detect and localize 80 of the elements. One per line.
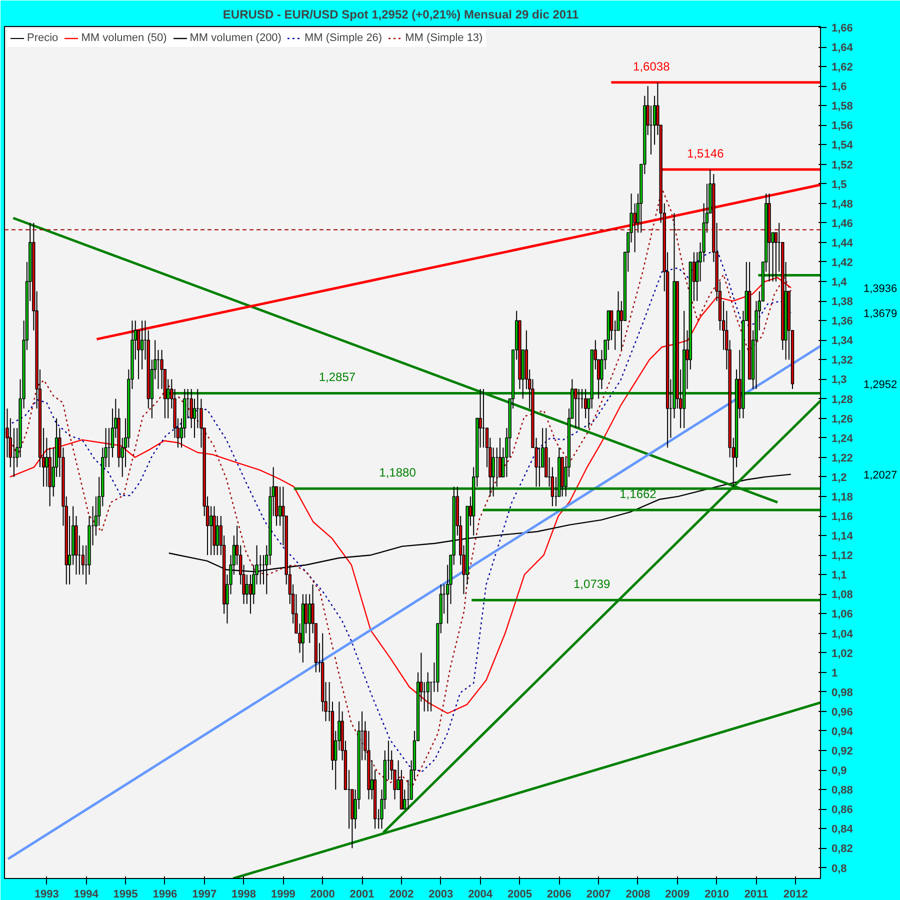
- y-tick-label: 1,26: [832, 413, 853, 426]
- legend-label: MM (Simple 26): [304, 32, 382, 44]
- y-tick-label: 1,16: [832, 511, 853, 524]
- x-tick-label: 2003: [428, 888, 454, 900]
- y-tick-label: 1,62: [832, 62, 853, 74]
- x-tick-label: 2006: [546, 888, 572, 900]
- x-tick-label: 1999: [270, 888, 296, 900]
- x-tick-label: 2008: [626, 888, 650, 900]
- y-tick-label: 1,5: [832, 178, 847, 191]
- y-tick-label: 1,66: [832, 22, 853, 34]
- legend-label: MM (Simple 13): [405, 32, 483, 44]
- text: 1,2952: [864, 378, 898, 391]
- x-tick-label: 2001: [350, 888, 374, 900]
- x-tick-label: 1993: [34, 888, 59, 900]
- x-tick-label: 2011: [744, 888, 768, 900]
- y-tick-label: 1,46: [832, 218, 853, 230]
- annotation: 1,0739: [574, 577, 611, 592]
- y-tick-label: 1,18: [832, 491, 853, 504]
- y-tick-label: 1,34: [832, 335, 854, 348]
- annotation: 1,1662: [620, 486, 657, 501]
- x-tick-label: 2010: [704, 888, 730, 900]
- y-tick-label: 1,06: [832, 608, 853, 621]
- y-tick-label: 1,48: [832, 198, 853, 210]
- x-tick-label: 2007: [586, 888, 611, 900]
- x-tick-label: 2002: [389, 888, 414, 900]
- y-tick-label: 0,82: [832, 843, 853, 856]
- y-tick-label: 1,42: [832, 256, 853, 269]
- x-tick-label: 2004: [468, 888, 494, 900]
- y-tick-label: 1,14: [832, 530, 854, 543]
- y-tick-label: 0,86: [832, 804, 853, 816]
- x-tick-label: 2000: [310, 888, 335, 900]
- y-tick-label: 0,8: [832, 862, 847, 875]
- y-tick-label: 1,58: [832, 100, 853, 113]
- annotation: 1,2857: [318, 370, 356, 384]
- y-tick-label: 1,12: [832, 550, 853, 562]
- y-tick-label: 1,52: [832, 159, 853, 172]
- y-tick-label: 0,84: [832, 824, 854, 836]
- text: 1,3679: [864, 308, 898, 320]
- text: 1,3936: [864, 282, 898, 295]
- y-tick-label: 1,28: [832, 394, 853, 406]
- y-tick-label: 1: [832, 667, 838, 680]
- y-tick-label: 1,6: [832, 81, 847, 94]
- y-tick-label: 0,88: [832, 784, 853, 797]
- annotation: 1,1880: [379, 466, 416, 480]
- y-tick-label: 0,92: [832, 746, 853, 758]
- y-tick-label: 1,3: [832, 374, 847, 386]
- y-tick-label: 1,54: [832, 140, 854, 152]
- y-tick-label: 1,1: [832, 570, 847, 582]
- annotation: 1,6038: [633, 59, 670, 74]
- x-tick-label: 1998: [232, 888, 256, 900]
- legend-label: Precio: [27, 32, 58, 44]
- legend-label: MM volumen (200): [190, 32, 282, 44]
- y-tick-label: 1,32: [832, 354, 853, 367]
- x-tick-label: 2009: [665, 888, 690, 900]
- y-tick-label: 0,94: [832, 726, 854, 738]
- x-tick-label: 1994: [74, 888, 100, 900]
- x-tick-label: 1995: [113, 888, 138, 900]
- x-tick-label: 1997: [192, 888, 217, 900]
- y-tick-label: 1,2: [832, 472, 847, 484]
- y-tick-label: 0,98: [832, 686, 853, 699]
- y-tick-label: 1,4: [832, 276, 848, 289]
- x-tick-label: 2012: [783, 888, 808, 900]
- x-tick-label: 1996: [152, 888, 178, 900]
- annotation: 1,5146: [687, 146, 724, 161]
- y-tick-label: 1,22: [832, 452, 853, 464]
- y-tick-label: 0,9: [832, 765, 847, 778]
- y-tick-label: 1,02: [832, 648, 853, 660]
- y-tick-label: 1,56: [832, 120, 853, 132]
- y-tick-label: 1,64: [832, 42, 854, 54]
- x-tick-label: 2005: [507, 888, 532, 900]
- y-tick-label: 1,04: [832, 628, 854, 640]
- y-tick-label: 1,44: [832, 237, 854, 250]
- y-tick-label: 1,24: [832, 432, 854, 445]
- y-tick-label: 1,38: [832, 296, 853, 308]
- y-tick-label: 1,08: [832, 589, 853, 602]
- y-tick-label: 0,96: [832, 706, 853, 718]
- legend-label: MM volumen (50): [81, 32, 167, 44]
- chart-title: EURUSD - EUR/USD Spot 1,2952 (+0,21%) Mensual 29 dic 2011: [222, 8, 580, 22]
- y-tick-label: 1,36: [832, 316, 853, 328]
- text: 1,2027: [864, 469, 898, 482]
